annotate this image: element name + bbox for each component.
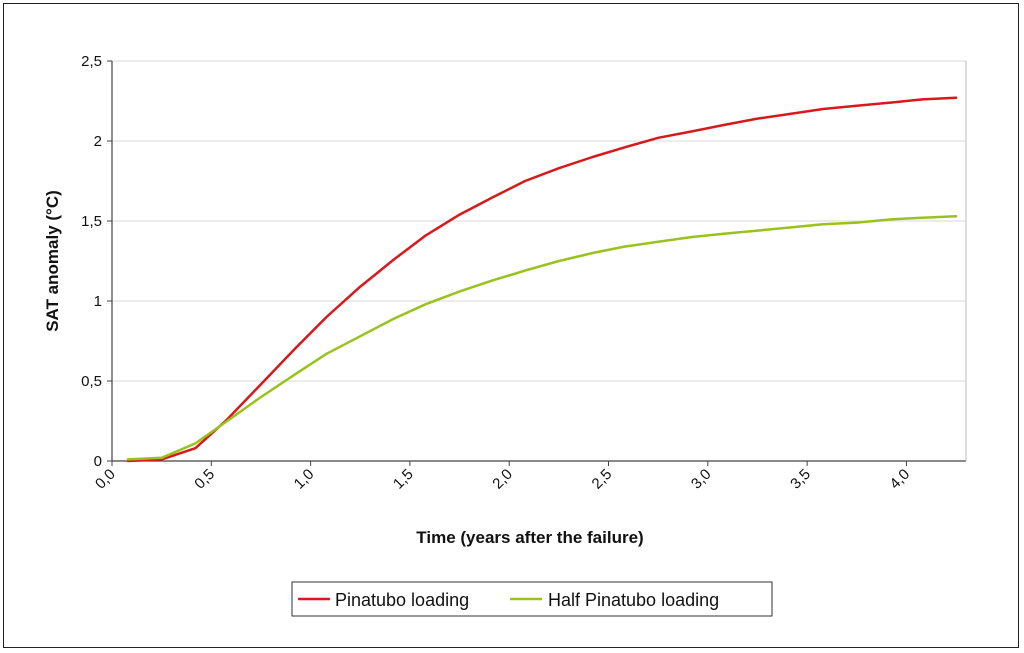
axes	[107, 60, 967, 466]
x-tick-label-3: 1,5	[390, 466, 417, 493]
legend-label-pinatubo: Pinatubo loading	[335, 590, 469, 610]
y-axis-title: SAT anomaly (°C)	[43, 190, 62, 332]
legend-label-half-pinatubo: Half Pinatubo loading	[548, 590, 719, 610]
x-tick-label-8: 4,0	[886, 466, 913, 493]
y-tick-label-3: 1,5	[81, 213, 102, 230]
y-tick-label-2: 1	[94, 293, 102, 310]
x-tick-label-5: 2,5	[589, 466, 616, 493]
legend-box	[291, 581, 773, 617]
legend: Pinatubo loading Half Pinatubo loading	[291, 581, 773, 617]
y-tick-label-1: 0,5	[81, 373, 102, 390]
x-tick-label-6: 3,0	[688, 466, 715, 493]
y-tick-label-0: 0	[94, 453, 102, 470]
y-tick-label-4: 2	[94, 133, 102, 150]
x-tick-labels: 0,0 0,5 1,0 1,5 2,0 2,5 3,0 3,5 4,0	[92, 466, 913, 493]
x-tick-label-7: 3,5	[787, 466, 814, 493]
grid-lines	[112, 60, 966, 382]
x-tick-label-4: 2,0	[489, 466, 516, 493]
y-tick-labels: 0 0,5 1 1,5 2 2,5	[81, 53, 102, 470]
series-line-0	[126, 96, 958, 463]
x-tick-label-2: 1,0	[291, 466, 318, 493]
series-line-1	[126, 214, 958, 461]
x-tick-label-1: 0,5	[191, 466, 218, 493]
series-lines	[126, 96, 958, 463]
chart-frame	[3, 3, 1019, 648]
x-axis-title: Time (years after the failure)	[416, 528, 643, 547]
y-tick-label-5: 2,5	[81, 53, 102, 70]
